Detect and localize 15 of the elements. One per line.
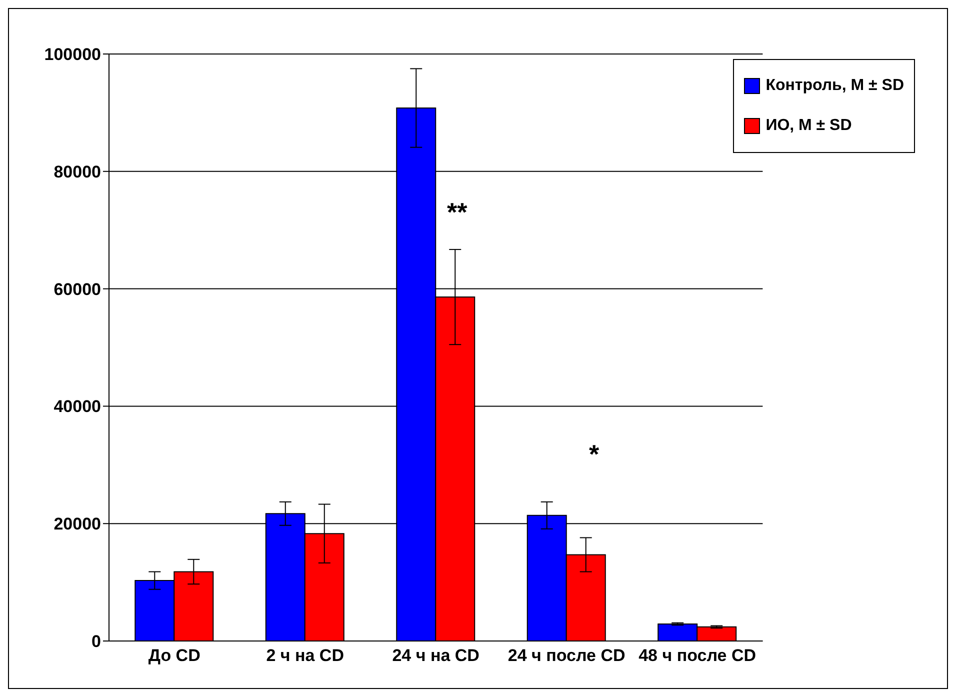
legend-label: Контроль, M ± SD xyxy=(766,77,904,95)
x-tick-label: До CD xyxy=(148,646,200,666)
x-tick-label: 48 ч после CD xyxy=(638,646,756,666)
annotation: * xyxy=(589,439,600,469)
legend-label: ИО, M ± SD xyxy=(766,117,852,135)
x-tick-label: 24 ч после CD xyxy=(508,646,626,666)
x-tick-label: 24 ч на CD xyxy=(392,646,480,666)
y-tick-label: 60000 xyxy=(54,280,101,299)
y-tick-label: 40000 xyxy=(54,397,101,416)
x-tick-label: 2 ч на CD xyxy=(266,646,344,666)
annotation: ** xyxy=(447,197,468,227)
y-tick-label: 100000 xyxy=(44,45,101,64)
y-tick-label: 0 xyxy=(92,632,101,652)
y-tick-label: 20000 xyxy=(54,514,101,534)
y-tick-label: 80000 xyxy=(54,162,101,182)
